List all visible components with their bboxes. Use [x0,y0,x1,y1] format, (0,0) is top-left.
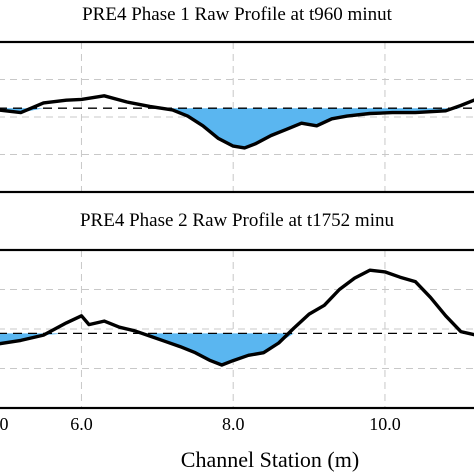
x-tick-label: 0 [0,414,9,434]
grid-lines [0,42,474,192]
x-tick-label: 8.0 [222,414,245,434]
bed-profile-line [0,94,474,150]
bed-profile-line [0,268,474,367]
x-tick-labels: 0 6.0 8.0 10.0 [0,414,401,434]
panel-title: PRE4 Phase 1 Raw Profile at t960 minut [82,4,393,25]
x-tick-label: 10.0 [369,414,401,434]
panel-bottom: PRE4 Phase 2 Raw Profile at t1752 minu 0… [0,210,474,434]
panel-title: PRE4 Phase 2 Raw Profile at t1752 minu [80,210,395,231]
x-axis-label: Channel Station (m) [181,447,359,472]
water-fill [0,333,474,365]
plot-frame [0,248,474,410]
plot-frame [0,40,474,194]
grid-lines [0,250,474,408]
x-tick-label: 6.0 [70,414,93,434]
water-fill [0,108,474,148]
panel-top: PRE4 Phase 1 Raw Profile at t960 minut [0,4,474,194]
